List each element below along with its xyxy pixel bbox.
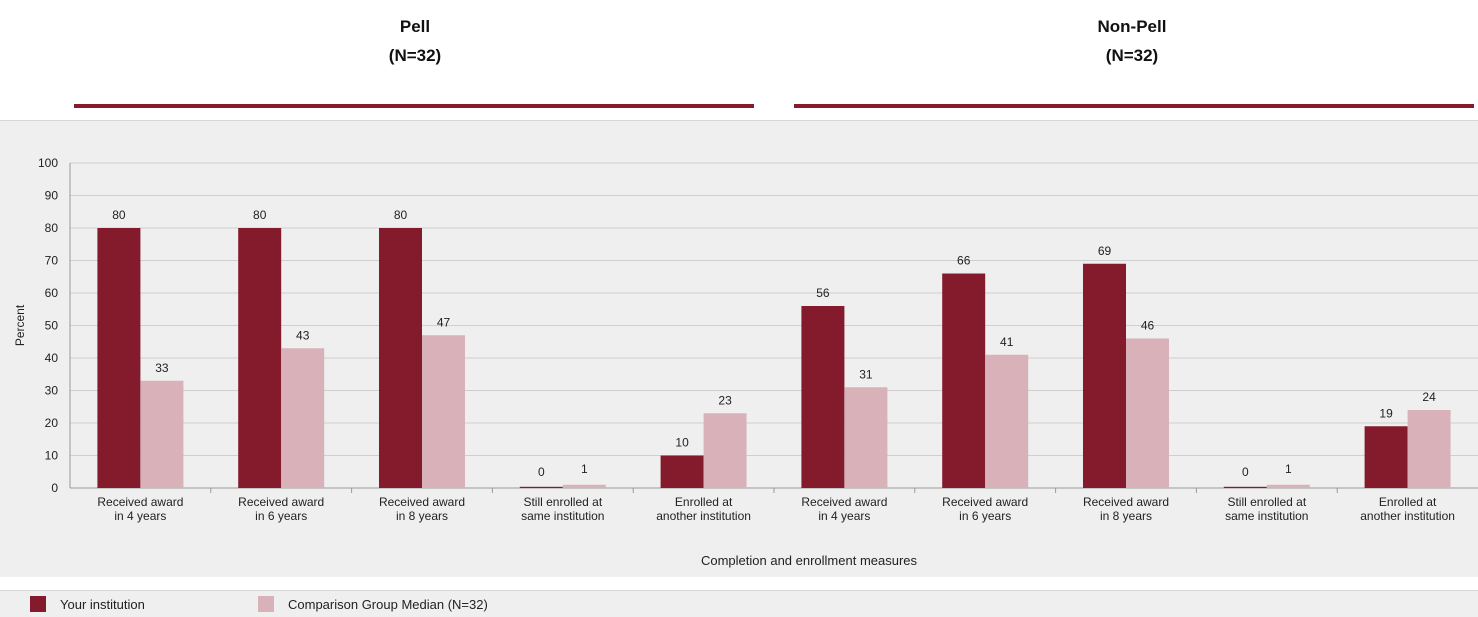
y-tick-label: 20 (45, 416, 59, 430)
y-tick-label: 90 (45, 189, 59, 203)
x-tick-label: in 4 years (818, 509, 870, 523)
x-tick-label: in 8 years (396, 509, 448, 523)
data-label-institution: 80 (253, 208, 267, 222)
y-tick-label: 100 (38, 156, 58, 170)
pell-group-title: Pell (N=32) (265, 12, 565, 70)
bar-comparison (985, 354, 1029, 488)
bar-comparison (140, 380, 184, 488)
bar-institution (1364, 426, 1408, 488)
data-label-institution: 80 (112, 208, 126, 222)
bar-comparison (422, 335, 465, 488)
data-label-comparison: 23 (718, 393, 732, 407)
y-tick-label: 10 (45, 449, 59, 463)
data-label-comparison: 33 (155, 361, 169, 375)
x-tick-label: in 6 years (959, 509, 1011, 523)
legend-swatch-comparison (258, 596, 274, 612)
bar-institution (519, 486, 563, 488)
x-tick-label: Received award (238, 495, 324, 509)
bar-institution (97, 228, 141, 488)
legend-item-comparison: Comparison Group Median (N=32) (258, 596, 488, 612)
legend-label-comparison: Comparison Group Median (N=32) (288, 596, 488, 612)
y-tick-label: 40 (45, 351, 59, 365)
y-tick-label: 30 (45, 384, 59, 398)
bar-institution (1083, 263, 1126, 488)
data-label-comparison: 31 (859, 367, 873, 381)
x-tick-label: in 6 years (255, 509, 307, 523)
data-label-institution: 0 (538, 465, 545, 479)
legend-swatch-institution (30, 596, 46, 612)
y-tick-label: 60 (45, 286, 59, 300)
bar-comparison (1126, 338, 1169, 488)
bar-institution (379, 228, 422, 488)
data-label-institution: 66 (957, 254, 971, 268)
x-tick-label: in 4 years (114, 509, 166, 523)
data-label-institution: 69 (1098, 244, 1112, 258)
data-label-comparison: 1 (581, 462, 588, 476)
data-label-comparison: 43 (296, 328, 310, 342)
bar-comparison (281, 348, 325, 488)
y-tick-label: 70 (45, 254, 59, 268)
x-tick-label: another institution (656, 509, 751, 523)
x-tick-label: Received award (97, 495, 183, 509)
x-tick-label: Received award (801, 495, 887, 509)
bar-chart: 0102030405060708090100Percent8033Receive… (13, 156, 1478, 568)
non-pell-count: (N=32) (1105, 46, 1159, 65)
bar-institution (942, 273, 986, 488)
x-tick-label: in 8 years (1100, 509, 1152, 523)
x-tick-label: Enrolled at (1379, 495, 1437, 509)
bar-comparison (844, 387, 888, 488)
x-tick-label: Still enrolled at (1227, 495, 1306, 509)
x-tick-label: Still enrolled at (523, 495, 602, 509)
bar-institution (801, 306, 845, 488)
y-tick-label: 80 (45, 221, 59, 235)
data-label-comparison: 46 (1141, 319, 1155, 333)
pell-divider (74, 104, 754, 108)
x-tick-label: Received award (1083, 495, 1169, 509)
bar-institution (660, 455, 704, 488)
data-label-comparison: 47 (437, 315, 451, 329)
x-tick-label: same institution (1225, 509, 1308, 523)
legend: Your institution Comparison Group Median… (0, 590, 1478, 617)
non-pell-group-title: Non-Pell (N=32) (982, 12, 1282, 70)
bar-comparison (1266, 484, 1310, 488)
y-tick-label: 50 (45, 319, 59, 333)
data-label-institution: 10 (675, 436, 689, 450)
data-label-comparison: 24 (1422, 390, 1436, 404)
data-label-institution: 0 (1242, 465, 1249, 479)
non-pell-divider (794, 104, 1474, 108)
bar-institution (238, 228, 282, 488)
x-tick-label: another institution (1360, 509, 1455, 523)
pell-title: Pell (399, 17, 431, 36)
bar-comparison (703, 413, 747, 488)
data-label-comparison: 41 (1000, 335, 1014, 349)
bar-comparison (1407, 410, 1451, 488)
x-tick-label: Received award (942, 495, 1028, 509)
x-tick-label: Received award (379, 495, 465, 509)
legend-item-institution: Your institution (30, 596, 145, 612)
data-label-institution: 19 (1379, 406, 1393, 420)
x-axis-label: Completion and enrollment measures (701, 553, 918, 568)
bar-comparison (562, 484, 606, 488)
y-axis-label: Percent (13, 304, 27, 346)
data-label-institution: 80 (394, 208, 408, 222)
data-label-comparison: 1 (1285, 462, 1292, 476)
x-tick-label: same institution (521, 509, 604, 523)
y-tick-label: 0 (51, 481, 58, 495)
bar-institution (1223, 486, 1267, 488)
data-label-institution: 56 (816, 286, 830, 300)
legend-label-institution: Your institution (60, 596, 145, 612)
x-tick-label: Enrolled at (675, 495, 733, 509)
non-pell-title: Non-Pell (1097, 17, 1167, 36)
pell-count: (N=32) (388, 46, 442, 65)
